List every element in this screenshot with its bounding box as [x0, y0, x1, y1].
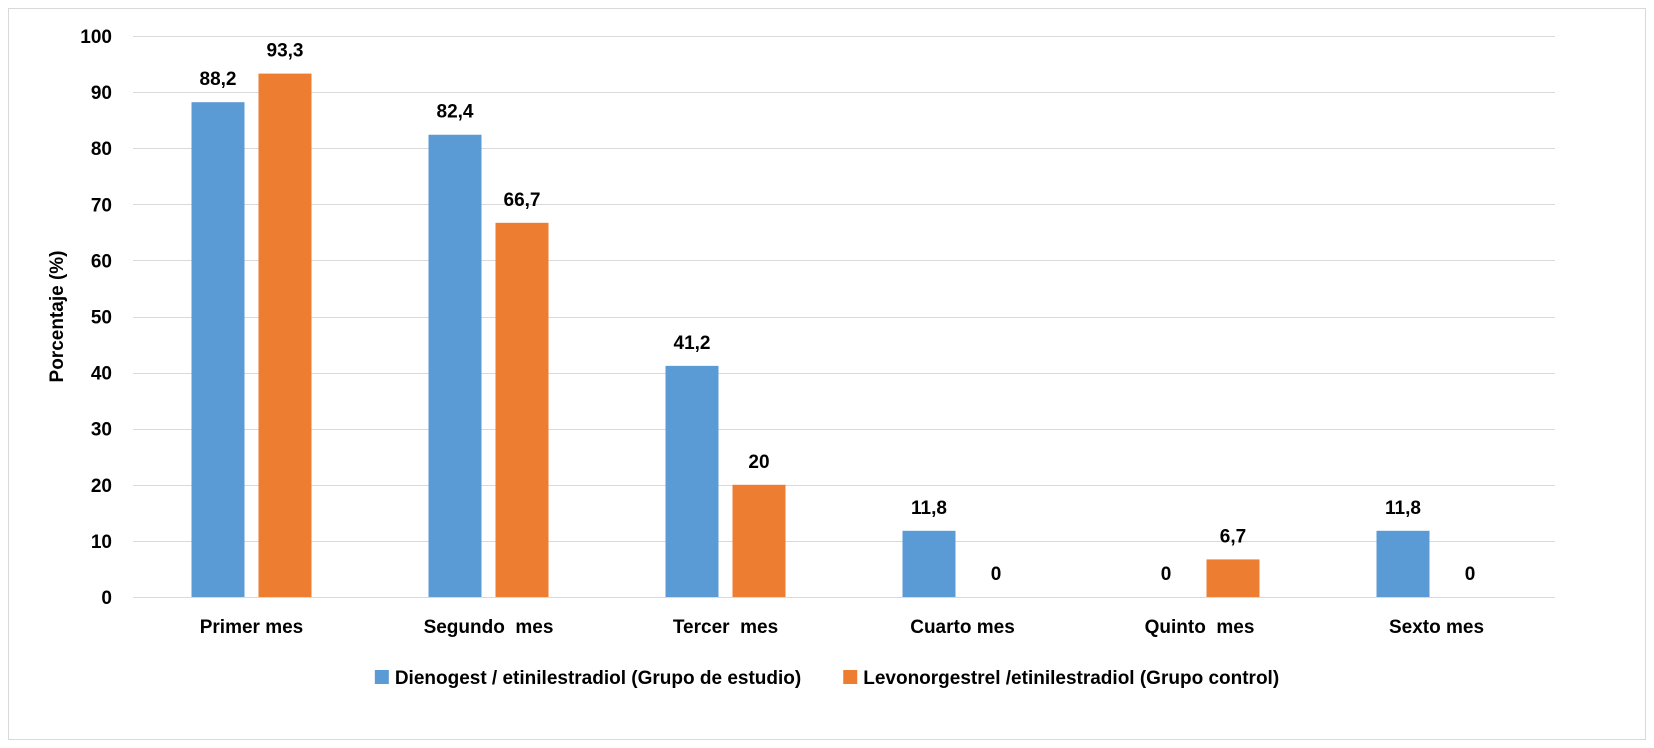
- x-tick-label: Primer mes: [200, 617, 304, 638]
- data-label: 6,7: [1220, 526, 1246, 547]
- data-label: 66,7: [504, 190, 541, 211]
- bar-series2-1: [495, 222, 549, 598]
- data-label: 0: [1161, 564, 1172, 585]
- legend: Dienogest / etinilestradiol (Grupo de es…: [374, 668, 1279, 689]
- gridlines: [133, 36, 1555, 598]
- data-label: 88,2: [200, 69, 237, 90]
- y-tick-label: 0: [101, 588, 112, 609]
- bar-series1-5: [1376, 530, 1430, 597]
- y-tick-label: 40: [91, 364, 112, 385]
- bar-series1-3: [902, 530, 956, 597]
- bar-series2-0: [258, 73, 312, 598]
- data-label: 11,8: [1385, 498, 1421, 519]
- data-label: 0: [1465, 564, 1476, 585]
- x-tick-label: Tercer mes: [673, 617, 778, 638]
- data-label: 82,4: [437, 102, 474, 123]
- legend-label-series1: Dienogest / etinilestradiol (Grupo de es…: [395, 668, 801, 689]
- x-tick-label: Quinto mes: [1145, 617, 1255, 638]
- legend-swatch-series1: [374, 670, 389, 684]
- legend-swatch-series2: [843, 670, 858, 684]
- y-tick-label: 60: [91, 251, 112, 272]
- bar-series2-2: [732, 484, 786, 597]
- data-label: 93,3: [267, 41, 304, 62]
- y-axis-ticks: 0 10 20 30 40 50 60 70 80 90 100: [80, 27, 112, 609]
- y-axis-title: Porcentaje (%): [47, 251, 68, 383]
- x-axis-ticks: Primer mes Segundo mes Tercer mes Cuarto me…: [200, 617, 1484, 638]
- x-tick-label: Cuarto mes: [910, 617, 1015, 638]
- x-tick-label: Segundo mes: [424, 617, 554, 638]
- y-tick-label: 30: [91, 420, 112, 441]
- data-label: 0: [991, 564, 1002, 585]
- y-tick-label: 50: [91, 308, 112, 329]
- data-label: 41,2: [674, 333, 711, 354]
- y-tick-label: 100: [80, 27, 112, 48]
- x-tick-label: Sexto mes: [1389, 617, 1484, 638]
- bar-series1-2: [665, 365, 719, 597]
- y-tick-label: 70: [91, 195, 112, 216]
- y-tick-label: 90: [91, 83, 112, 104]
- bar-series2-4: [1206, 559, 1260, 597]
- bar-series1-0: [191, 102, 245, 597]
- data-label: 20: [748, 452, 769, 473]
- bars: [191, 73, 1430, 598]
- data-labels: 88,2 93,3 82,4 66,7 41,2 20 11,8 0 0 6,7 11,8 0: [200, 41, 1476, 585]
- y-tick-label: 80: [91, 139, 112, 160]
- legend-label-series2: Levonorgestrel /etinilestradiol (Grupo c…: [863, 668, 1279, 689]
- bar-series1-1: [428, 134, 482, 597]
- y-tick-label: 20: [91, 476, 112, 497]
- y-tick-label: 10: [91, 532, 112, 553]
- data-label: 11,8: [911, 498, 947, 519]
